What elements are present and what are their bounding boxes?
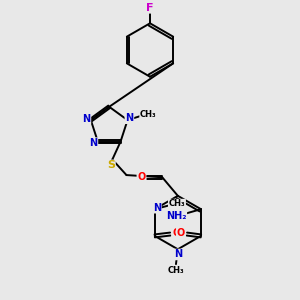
Text: N: N xyxy=(125,113,134,123)
Text: NH₂: NH₂ xyxy=(166,211,186,221)
Text: CH₃: CH₃ xyxy=(169,200,185,208)
Text: O: O xyxy=(137,172,146,182)
Text: N: N xyxy=(89,138,98,148)
Text: F: F xyxy=(146,3,154,13)
Text: O: O xyxy=(177,228,185,238)
Text: N: N xyxy=(175,250,183,260)
Text: CH₃: CH₃ xyxy=(140,110,157,119)
Text: N: N xyxy=(153,203,161,213)
Text: O: O xyxy=(172,228,180,238)
Text: N: N xyxy=(82,114,90,124)
Text: S: S xyxy=(107,160,115,170)
Text: CH₃: CH₃ xyxy=(167,266,184,275)
